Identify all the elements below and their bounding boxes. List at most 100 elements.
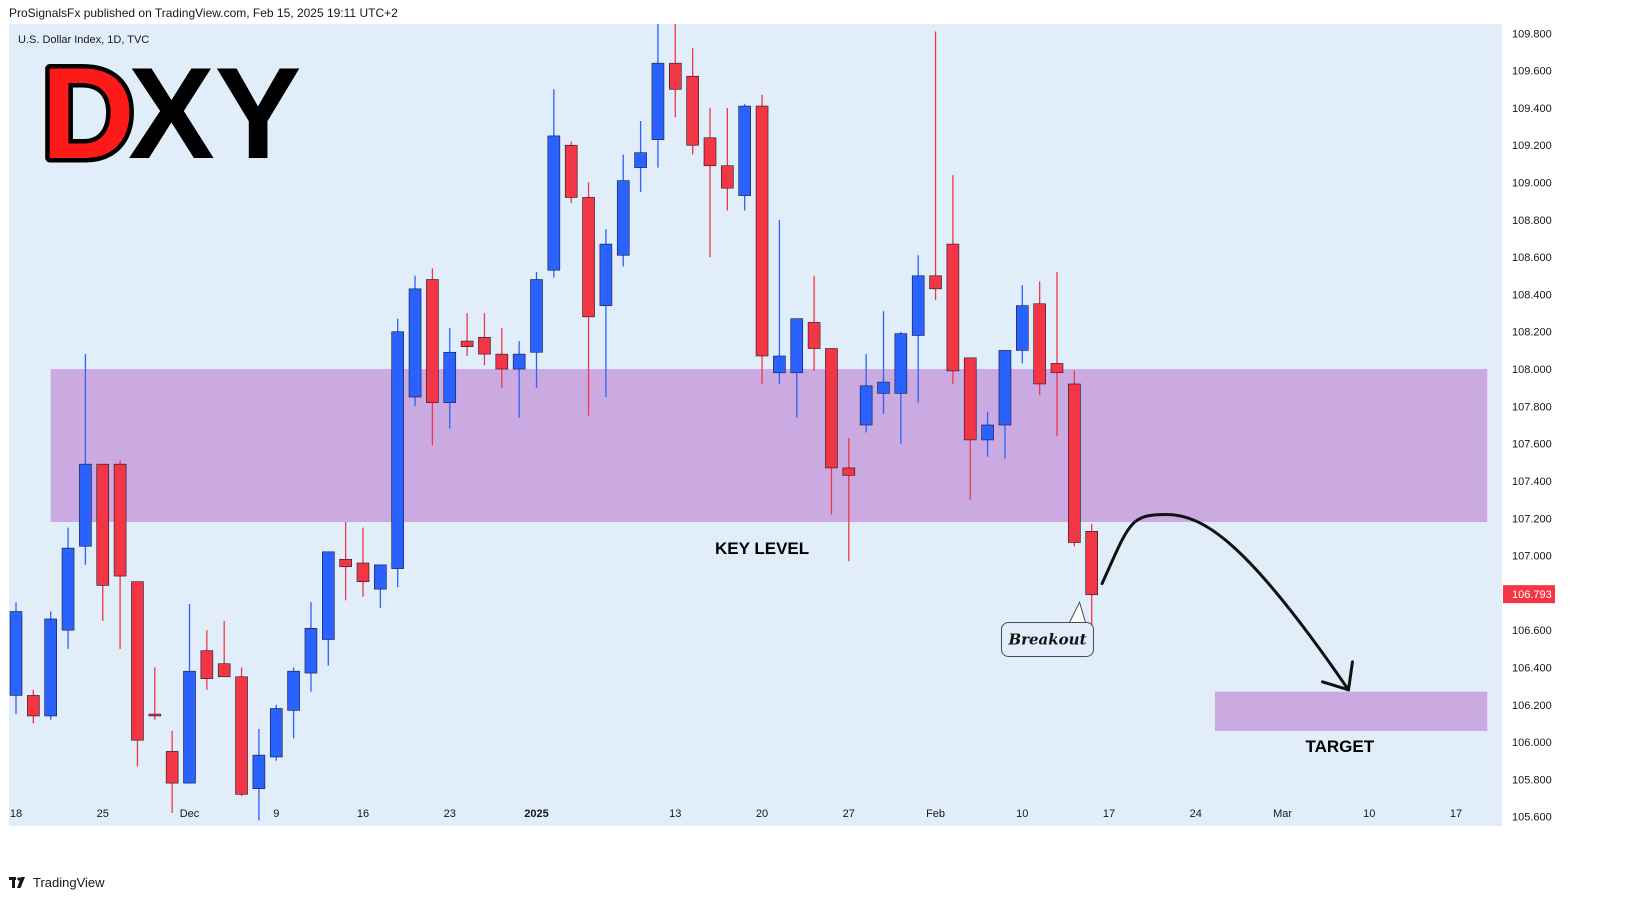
price-tick-label: 107.800 — [1512, 401, 1552, 413]
bearish-candle-body — [721, 165, 734, 189]
price-axis[interactable]: 109.800 109.600 109.400 109.200 109.000 108.8… — [1502, 20, 1643, 830]
bearish-candle-body — [686, 75, 699, 146]
time-tick-label: 18 — [10, 808, 22, 820]
time-tick-label: Dec — [180, 808, 200, 820]
candles-layer — [9, 24, 1098, 821]
callout-tail — [1069, 600, 1086, 623]
time-axis[interactable]: 18 25 Dec 9 16 23 2025 13 20 27 Feb 10 17 24 Mar 10 17 — [0, 808, 1643, 862]
bearish-candle-body — [1033, 303, 1046, 385]
bullish-candle-body — [408, 288, 422, 398]
last-price-badge-bg — [1503, 585, 1555, 604]
price-tick-label: 108.600 — [1512, 252, 1552, 264]
candle — [946, 175, 960, 384]
candle — [1050, 272, 1064, 437]
key-level-zone — [50, 369, 1488, 522]
candle — [200, 630, 214, 690]
bullish-candle-body — [391, 331, 405, 569]
candle — [981, 411, 994, 457]
bearish-candle-body — [235, 676, 248, 795]
bullish-candle-body — [599, 243, 613, 306]
candle — [61, 527, 75, 649]
callout-box — [1000, 621, 1094, 657]
candle — [460, 313, 474, 356]
key-level-label: KEY LEVEL — [715, 539, 809, 558]
time-tick-label: 17 — [1450, 808, 1462, 820]
time-tick-label: 16 — [357, 808, 369, 820]
time-tick-label: 2025 — [524, 808, 548, 820]
candle — [825, 348, 838, 515]
price-tick-label: 105.600 — [1512, 812, 1552, 824]
bearish-candle-body — [564, 144, 578, 198]
candle — [408, 275, 422, 407]
bearish-candle-body — [478, 337, 491, 355]
candle — [721, 107, 734, 211]
candle — [235, 667, 248, 797]
time-tick-label: 20 — [756, 808, 768, 820]
last-price-badge: 106.793 — [1503, 585, 1555, 604]
bearish-candle-body — [131, 581, 144, 741]
last-price-value: 106.793 — [1512, 589, 1552, 601]
price-tick-label: 108.800 — [1512, 215, 1552, 227]
bullish-candle-body — [269, 708, 283, 758]
candle — [911, 255, 925, 403]
candle — [807, 275, 821, 371]
candle — [27, 689, 40, 724]
candle — [374, 564, 387, 608]
time-tick-label: 10 — [1363, 808, 1375, 820]
candle — [321, 551, 335, 666]
bearish-candle-body — [963, 357, 977, 441]
watermark-d: D — [41, 40, 135, 186]
bearish-candle-body — [165, 751, 179, 784]
bullish-candle-body — [773, 355, 786, 374]
tradingview-wordmark: TradingView — [33, 875, 105, 890]
time-tick-label: 27 — [843, 808, 855, 820]
candle — [165, 730, 179, 813]
breakout-label: Breakout — [1007, 630, 1086, 648]
candle — [1015, 285, 1029, 364]
bullish-candle-body — [321, 551, 335, 640]
bullish-candle-body — [9, 611, 23, 696]
candle — [790, 318, 804, 418]
candle — [582, 182, 595, 416]
candle — [738, 104, 752, 211]
candle — [773, 219, 786, 384]
time-tick-label: 13 — [669, 808, 681, 820]
bullish-candle-body — [44, 618, 58, 717]
candle — [894, 331, 908, 444]
candle — [686, 48, 699, 155]
bearish-candle-body — [217, 663, 231, 678]
candle — [755, 94, 769, 384]
bearish-candle-body — [946, 243, 960, 372]
candle — [9, 602, 23, 715]
time-tick-label: 25 — [97, 808, 109, 820]
tradingview-brand[interactable]: TradingView — [9, 875, 105, 890]
candle — [252, 729, 266, 821]
candle — [530, 272, 543, 388]
time-tick-label: Feb — [926, 808, 945, 820]
bullish-candle-body — [877, 381, 890, 394]
candle — [963, 357, 977, 500]
bearish-candle-body — [339, 558, 352, 568]
bullish-candle-body — [252, 754, 266, 789]
candle — [998, 350, 1012, 459]
bullish-candle-body — [998, 350, 1012, 426]
candle — [495, 328, 509, 388]
candle — [356, 527, 370, 597]
candle — [287, 667, 300, 739]
watermark-xy: XY — [128, 40, 301, 186]
candle — [79, 354, 92, 565]
bullish-candle-body — [981, 424, 994, 441]
bearish-candle-body — [755, 105, 769, 357]
bullish-candle-body — [530, 279, 543, 353]
bullish-candle-body — [512, 353, 526, 370]
candle — [616, 154, 630, 267]
price-tick-label: 106.000 — [1512, 737, 1552, 749]
arrow-head-icon — [1320, 660, 1354, 692]
price-tick-label: 107.400 — [1512, 476, 1552, 488]
price-tick-label: 108.200 — [1512, 327, 1552, 339]
candle — [668, 24, 682, 118]
time-tick-label: 23 — [444, 808, 456, 820]
candle — [859, 354, 873, 433]
price-tick-label: 108.000 — [1512, 364, 1552, 376]
